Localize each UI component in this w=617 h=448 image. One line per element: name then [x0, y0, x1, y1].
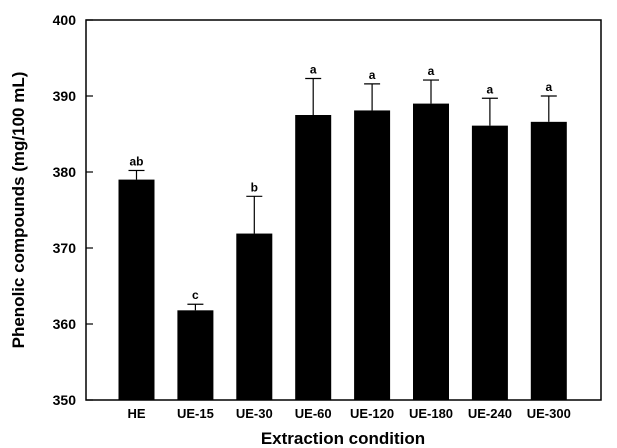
bar: [471, 125, 508, 400]
significance-label: ab: [129, 154, 143, 168]
x-tick-label: UE-15: [177, 406, 214, 421]
bar: [354, 110, 391, 400]
x-tick-label: UE-120: [350, 406, 394, 421]
bar: [295, 115, 332, 400]
y-axis-title: Phenolic compounds (mg/100 mL): [9, 72, 28, 349]
significance-label: c: [192, 288, 199, 302]
significance-label: a: [487, 82, 494, 96]
plot-frame: [85, 19, 602, 401]
significance-label: a: [428, 64, 435, 78]
x-tick-label: UE-60: [295, 406, 332, 421]
significance-label: a: [310, 63, 317, 77]
bar: [236, 233, 273, 400]
bar: [530, 121, 567, 400]
significance-label: a: [369, 68, 376, 82]
plot-area: [85, 19, 602, 401]
x-tick-label: HE: [127, 406, 145, 421]
significance-label: a: [545, 80, 552, 94]
x-tick-label: UE-300: [527, 406, 571, 421]
x-tick-label: UE-180: [409, 406, 453, 421]
y-tick-label: 400: [53, 12, 77, 28]
bar: [413, 103, 449, 400]
y-tick-label: 370: [53, 240, 77, 256]
x-axis-title: Extraction condition: [261, 429, 425, 448]
x-axis: HE UE-15 UE-30 UE-60 UE-120 UE-180 UE-240 UE-30…: [127, 406, 570, 421]
bar: [177, 310, 214, 400]
y-axis: 350 360 370 380 390 400: [53, 12, 93, 408]
y-tick-label: 380: [53, 164, 77, 180]
x-tick-label: UE-240: [468, 406, 512, 421]
bar: [118, 179, 155, 400]
y-tick-label: 360: [53, 316, 77, 332]
significance-label: b: [251, 180, 258, 194]
y-tick-label: 350: [53, 392, 77, 408]
y-tick-label: 390: [53, 88, 77, 104]
x-tick-label: UE-30: [236, 406, 273, 421]
bars-group: ab c b a a a a a: [118, 63, 567, 400]
